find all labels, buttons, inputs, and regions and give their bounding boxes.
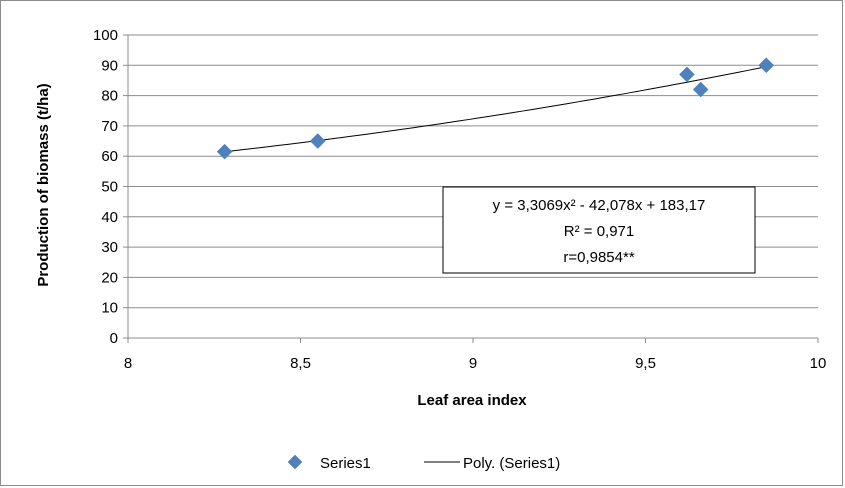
y-tick-label: 10 bbox=[101, 300, 118, 317]
equation-line-2: R² = 0,971 bbox=[564, 223, 634, 240]
equation-box-frame bbox=[442, 186, 756, 274]
y-tick-label: 90 bbox=[101, 57, 118, 74]
data-point bbox=[216, 143, 233, 160]
y-axis-title: Production of biomass (t/ha) bbox=[35, 83, 52, 286]
data-points bbox=[216, 57, 775, 160]
equation-line-3: r=0,9854** bbox=[563, 249, 634, 266]
x-tick-label: 10 bbox=[810, 355, 827, 372]
y-tick-label: 70 bbox=[101, 118, 118, 135]
y-tick-label: 0 bbox=[110, 330, 118, 347]
y-tick-label: 60 bbox=[101, 148, 118, 165]
y-tick-label: 30 bbox=[101, 239, 118, 256]
y-tick-label: 100 bbox=[93, 27, 118, 44]
equation-box: y = 3,3069x² - 42,078x + 183,17 R² = 0,9… bbox=[442, 186, 756, 274]
legend-series1-marker bbox=[287, 454, 303, 470]
y-tick-label: 40 bbox=[101, 209, 118, 226]
gridlines bbox=[128, 34, 818, 309]
x-tick-label: 8,5 bbox=[290, 355, 311, 372]
y-tick-label: 80 bbox=[101, 88, 118, 105]
equation-line-1: y = 3,3069x² - 42,078x + 183,17 bbox=[493, 197, 706, 214]
legend-trendline-label: Poly. (Series1) bbox=[463, 455, 560, 472]
data-point bbox=[679, 66, 695, 83]
data-point bbox=[309, 133, 326, 149]
data-point bbox=[692, 81, 709, 98]
legend: Series1 Poly. (Series1) bbox=[287, 454, 560, 472]
y-tick-label: 50 bbox=[101, 179, 118, 196]
data-point bbox=[758, 57, 775, 74]
y-tick-label: 20 bbox=[101, 269, 118, 286]
x-tick-label: 9 bbox=[469, 355, 477, 372]
x-axis-title: Leaf area index bbox=[417, 392, 527, 409]
legend-series1-label: Series1 bbox=[320, 455, 371, 472]
axes: 0 10 20 30 40 50 60 70 80 90 100 8 8,5 9 9,5 10 bbox=[93, 27, 826, 372]
x-tick-label: 9,5 bbox=[635, 355, 656, 372]
x-tick-label: 8 bbox=[124, 355, 132, 372]
